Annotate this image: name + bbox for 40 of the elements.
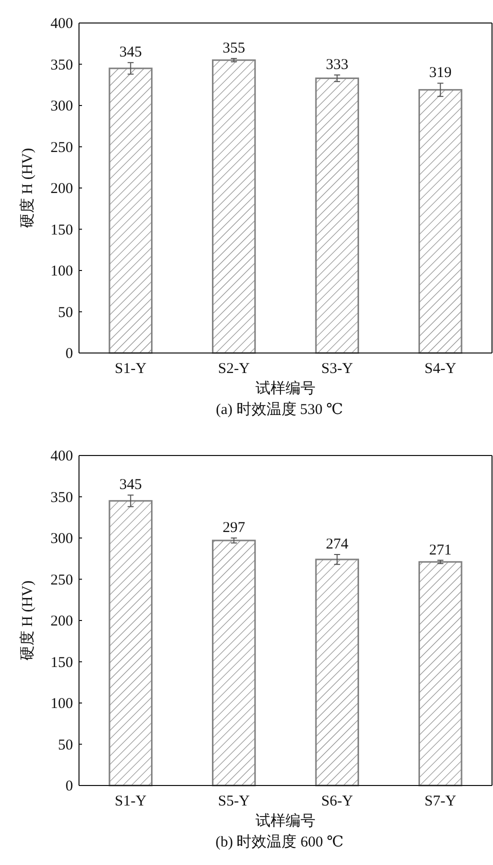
y-axis-title: 硬度 H (HV) bbox=[19, 148, 36, 228]
data-label: 271 bbox=[429, 542, 452, 558]
x-tick-label: S4-Y bbox=[424, 361, 456, 377]
x-axis-title: 试样编号 bbox=[256, 380, 316, 397]
y-tick-label: 250 bbox=[50, 140, 73, 156]
y-tick-label: 300 bbox=[50, 98, 73, 114]
y-tick-label: 100 bbox=[50, 696, 73, 712]
y-tick-label: 400 bbox=[50, 448, 73, 464]
y-tick-label: 50 bbox=[58, 737, 73, 754]
y-tick-label: 150 bbox=[50, 654, 73, 671]
y-tick-label: 0 bbox=[66, 346, 73, 362]
text: (b) 时效温度 600 ℃ bbox=[215, 834, 344, 850]
y-tick-label: 350 bbox=[50, 490, 73, 506]
data-label: 345 bbox=[119, 44, 142, 61]
data-label: 345 bbox=[119, 477, 142, 494]
x-tick-label: S6-Y bbox=[321, 794, 354, 810]
data-label: 274 bbox=[326, 536, 349, 552]
y-tick-label: 100 bbox=[50, 264, 73, 280]
x-tick-label: S1-Y bbox=[114, 794, 147, 810]
x-axis-title: 试样编号 bbox=[256, 812, 316, 830]
y-tick-label: 50 bbox=[58, 304, 73, 321]
y-axis-title: 硬度 H (HV) bbox=[19, 580, 36, 660]
x-tick-label: S7-Y bbox=[424, 794, 456, 810]
y-tick-label: 250 bbox=[50, 572, 73, 588]
y-tick-label: 200 bbox=[50, 181, 73, 197]
y-tick-label: 300 bbox=[50, 531, 73, 547]
data-label: 333 bbox=[326, 56, 348, 73]
x-tick-label: S2-Y bbox=[218, 361, 250, 377]
data-label: 297 bbox=[222, 520, 246, 536]
y-tick-label: 400 bbox=[50, 16, 73, 32]
x-tick-label: S3-Y bbox=[321, 361, 354, 377]
y-tick-label: 0 bbox=[66, 778, 73, 794]
x-tick-label: S1-Y bbox=[114, 361, 147, 377]
text: (a) 时效温度 530 ℃ bbox=[216, 401, 344, 418]
y-tick-label: 350 bbox=[50, 57, 73, 74]
data-label: 319 bbox=[429, 65, 452, 82]
x-tick-label: S5-Y bbox=[218, 794, 250, 810]
y-tick-label: 200 bbox=[50, 614, 73, 630]
y-tick-label: 150 bbox=[50, 222, 73, 238]
data-label: 355 bbox=[222, 40, 246, 56]
